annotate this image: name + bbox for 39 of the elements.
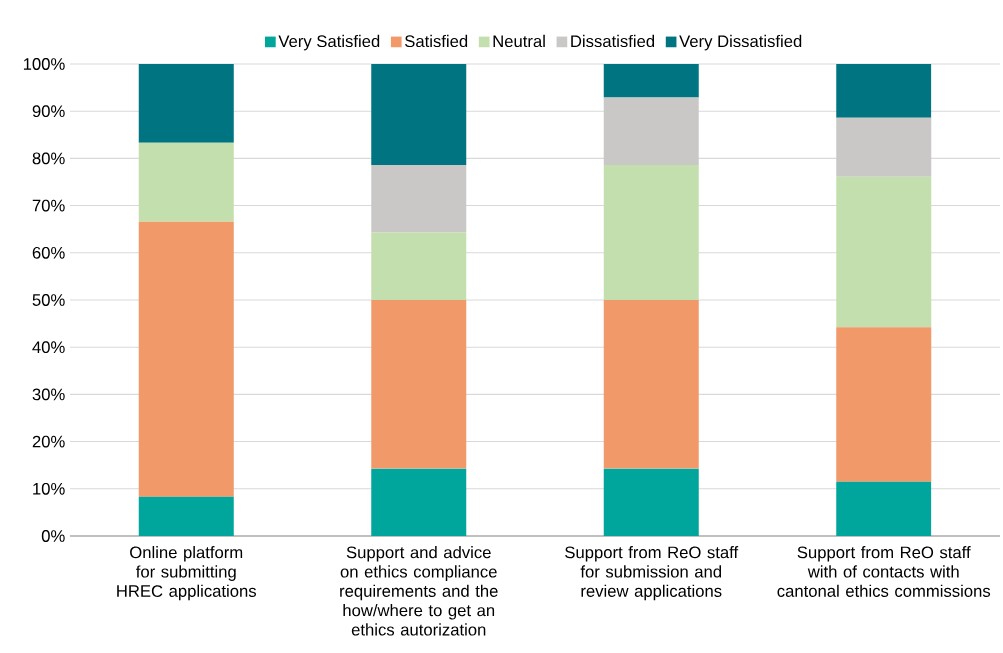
y-tick-label: 0% bbox=[41, 530, 65, 542]
bar bbox=[836, 176, 932, 328]
bar bbox=[603, 299, 699, 469]
legend-label: Very Satisfied bbox=[278, 34, 380, 51]
y-tick-label: 20% bbox=[32, 435, 65, 448]
y-tick-label: 40% bbox=[32, 341, 65, 354]
bar bbox=[603, 468, 699, 536]
y-tick-label: 60% bbox=[32, 246, 65, 259]
bar bbox=[836, 481, 932, 536]
x-tick-label: Support and advice on ethics compliance requirements and the how/where to get an ethics autorization bbox=[340, 546, 498, 636]
y-tick-label: 90% bbox=[32, 105, 65, 118]
bar bbox=[371, 232, 467, 300]
bar bbox=[603, 63, 699, 98]
legend-label: Dissatisfied bbox=[571, 34, 655, 48]
bar bbox=[371, 165, 467, 233]
x-tick-label: Support from ReO staff with of contacts with cantonal ethics commissions bbox=[777, 546, 991, 597]
y-tick-label: 70% bbox=[32, 199, 65, 212]
y-tick-label: 80% bbox=[32, 152, 65, 165]
y-tick-label: 30% bbox=[32, 388, 65, 401]
bar bbox=[371, 299, 467, 469]
bar bbox=[138, 142, 234, 222]
bar bbox=[138, 221, 234, 497]
bar bbox=[836, 63, 932, 118]
y-tick-label: 10% bbox=[33, 482, 65, 495]
legend-label: Neutral bbox=[493, 34, 545, 48]
legend-label: Very Dissatisfied bbox=[679, 34, 802, 51]
bar bbox=[603, 165, 699, 300]
bar bbox=[371, 468, 467, 536]
x-tick-label: Online platform for submitting HREC applications bbox=[117, 546, 257, 601]
y-tick-label: 50% bbox=[32, 294, 65, 306]
legend-label: Satisfied bbox=[405, 34, 468, 48]
bar bbox=[138, 63, 234, 143]
bar bbox=[836, 117, 932, 177]
bar bbox=[836, 327, 932, 482]
bar bbox=[371, 63, 467, 165]
bar bbox=[603, 97, 699, 165]
bar bbox=[138, 496, 234, 536]
y-tick-label: 100% bbox=[23, 58, 65, 70]
x-tick-label: Support from ReO staff for submission and review applications bbox=[565, 546, 739, 601]
